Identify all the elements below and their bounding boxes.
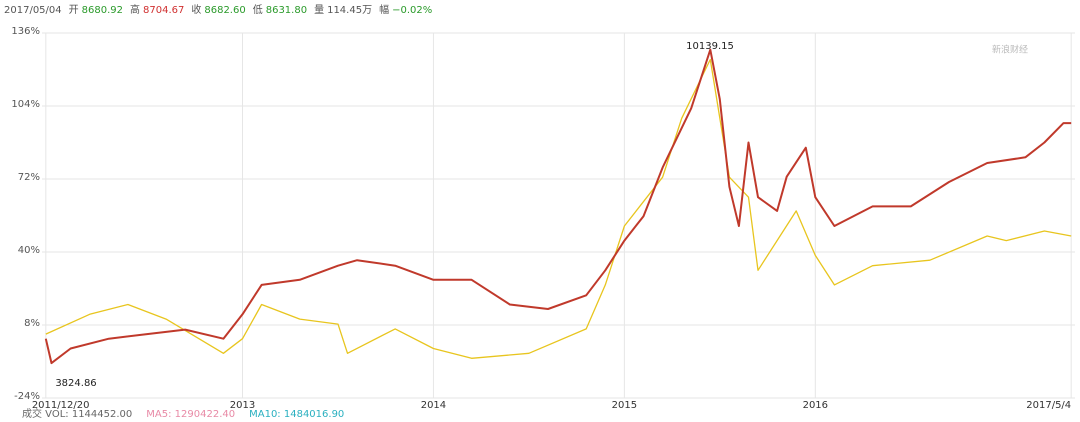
y-tick-label: 72% xyxy=(18,172,40,183)
annotation: 10139.15 xyxy=(686,41,734,52)
series-line xyxy=(45,58,1072,359)
header-label: 幅 xyxy=(379,3,389,16)
y-tick-label: 136% xyxy=(11,26,40,37)
header-label: 收 xyxy=(191,3,201,16)
annotation: 3824.86 xyxy=(55,378,96,389)
header-label: 高 xyxy=(130,3,140,16)
series-line xyxy=(44,48,1072,365)
header-label: 低 xyxy=(253,3,263,16)
y-tick-label: 104% xyxy=(11,99,40,110)
header-value: 8682.60 xyxy=(204,5,245,16)
header-value: 8680.92 xyxy=(82,5,123,16)
x-tick-label: 2016 xyxy=(803,400,828,411)
y-tick-label: -24% xyxy=(14,391,40,402)
header-label: 开 xyxy=(69,5,79,16)
x-tick-label: 2013 xyxy=(230,400,255,411)
x-tick-label: 2014 xyxy=(421,400,446,411)
header-label: 量 xyxy=(314,4,324,16)
header-value: −0.02% xyxy=(392,5,432,16)
x-tick-label: 2011/12/20 xyxy=(32,400,90,411)
footer-value: MA5: 1290422.40 xyxy=(146,409,235,420)
footer-value: 成交 VOL: 1144452.00 xyxy=(22,407,132,420)
footer-value: MA10: 1484016.90 xyxy=(249,409,344,420)
x-tick-label: 2017/5/4 xyxy=(1026,400,1071,411)
header-value: 114.45万 xyxy=(327,5,372,16)
header-value: 8704.67 xyxy=(143,5,184,16)
watermark: 新浪财经 xyxy=(992,44,1028,56)
x-tick-label: 2015 xyxy=(612,400,637,411)
header-value: 2017/05/04 xyxy=(4,5,62,16)
header-value: 8631.80 xyxy=(266,5,307,16)
y-tick-label: 8% xyxy=(24,318,40,329)
y-tick-label: 40% xyxy=(18,245,40,256)
